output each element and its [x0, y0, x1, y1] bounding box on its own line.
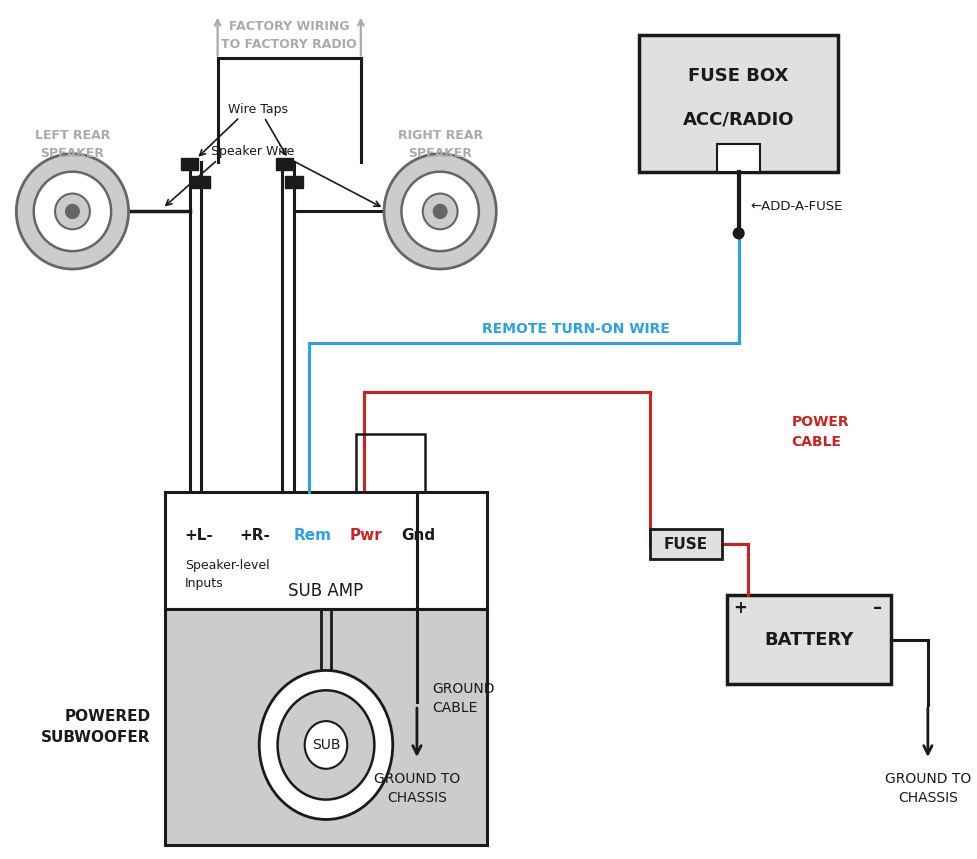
Text: Rem: Rem	[294, 527, 332, 543]
Circle shape	[65, 204, 79, 218]
Circle shape	[433, 204, 446, 218]
Text: POWER
CABLE: POWER CABLE	[790, 415, 848, 448]
Text: ←ADD-A-FUSE: ←ADD-A-FUSE	[749, 200, 842, 213]
Circle shape	[34, 172, 111, 251]
Text: ACC/RADIO: ACC/RADIO	[682, 110, 793, 128]
Bar	[285, 175, 303, 187]
Text: GROUND
CABLE: GROUND CABLE	[432, 681, 494, 715]
Text: FUSE BOX: FUSE BOX	[688, 67, 788, 85]
Text: SUB: SUB	[312, 738, 340, 752]
Text: Gnd: Gnd	[401, 527, 435, 543]
Text: –: –	[872, 599, 881, 617]
Text: +: +	[733, 599, 746, 617]
Bar	[726, 595, 890, 685]
Text: POWERED
SUBWOOFER: POWERED SUBWOOFER	[41, 709, 150, 745]
Circle shape	[384, 154, 495, 269]
Ellipse shape	[259, 670, 393, 819]
Circle shape	[422, 193, 457, 229]
Bar	[192, 175, 210, 187]
Bar	[165, 491, 487, 609]
Bar	[356, 434, 424, 491]
Text: BATTERY: BATTERY	[763, 631, 853, 649]
Circle shape	[17, 154, 128, 269]
Text: FUSE: FUSE	[663, 537, 707, 551]
Bar	[639, 34, 837, 172]
Text: Speaker Wire: Speaker Wire	[211, 145, 294, 158]
Text: RIGHT REAR
SPEAKER: RIGHT REAR SPEAKER	[398, 130, 483, 161]
Text: SUB AMP: SUB AMP	[288, 582, 363, 600]
Text: GROUND TO
CHASSIS: GROUND TO CHASSIS	[373, 771, 459, 805]
Text: GROUND TO
CHASSIS: GROUND TO CHASSIS	[884, 771, 970, 805]
Bar	[276, 158, 293, 170]
Bar	[717, 143, 759, 172]
Bar	[181, 158, 198, 170]
Text: Speaker-level
Inputs: Speaker-level Inputs	[185, 559, 269, 590]
Text: LEFT REAR
SPEAKER: LEFT REAR SPEAKER	[35, 130, 110, 161]
Text: +L-: +L-	[185, 527, 213, 543]
Text: FACTORY WIRING
TO FACTORY RADIO: FACTORY WIRING TO FACTORY RADIO	[221, 20, 357, 51]
Text: REMOTE TURN-ON WIRE: REMOTE TURN-ON WIRE	[482, 321, 669, 336]
Text: +R-: +R-	[238, 527, 270, 543]
Circle shape	[401, 172, 479, 251]
Bar	[165, 609, 487, 845]
Circle shape	[733, 228, 743, 239]
Text: Wire Taps: Wire Taps	[228, 102, 288, 116]
Bar	[650, 529, 721, 559]
Ellipse shape	[277, 691, 374, 800]
Text: Pwr: Pwr	[349, 527, 382, 543]
Ellipse shape	[305, 721, 347, 769]
Circle shape	[55, 193, 90, 229]
